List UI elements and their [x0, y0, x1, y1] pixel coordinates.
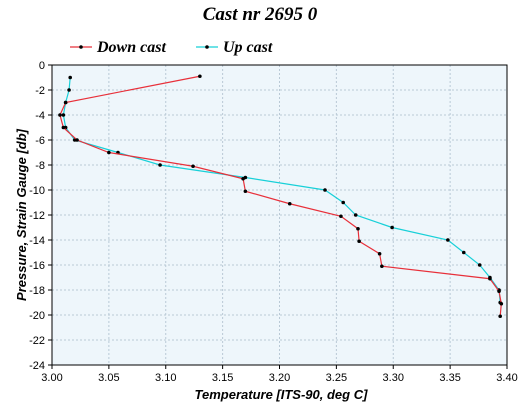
- series-layer: [58, 74, 504, 319]
- chart-title: Cast nr 2695 0: [203, 4, 318, 25]
- x-tick-label: 3.15: [212, 372, 233, 384]
- legend: Down cast Up cast: [70, 39, 273, 56]
- data-point: [498, 314, 502, 319]
- x-tick-label: 3.40: [496, 372, 517, 384]
- data-point: [477, 263, 482, 267]
- y-axis-label: Pressure, Strain Gauge [db]: [14, 128, 29, 301]
- data-point: [341, 200, 346, 205]
- data-point: [287, 201, 292, 206]
- legend-marker: [205, 45, 209, 49]
- data-point: [499, 301, 504, 306]
- legend-entry-down-cast: Down cast: [70, 39, 166, 56]
- y-tick-label: -2: [35, 85, 45, 97]
- data-point: [241, 176, 245, 181]
- data-point: [75, 138, 79, 142]
- y-tick-label: 0: [39, 60, 45, 72]
- x-axis-label: Temperature [ITS-90, deg C]: [195, 387, 369, 402]
- data-point: [357, 239, 361, 244]
- y-tick-label: -24: [29, 360, 45, 372]
- y-axis-ticks: 0 -2 -4 -6 -8 -10 -12 -14 -16 -18 -20 -22 -24: [29, 60, 52, 372]
- data-point: [323, 188, 327, 192]
- data-point: [158, 163, 162, 167]
- x-tick-label: 3.30: [383, 372, 404, 384]
- data-point: [61, 113, 66, 117]
- y-tick-label: -22: [29, 335, 45, 347]
- x-tick-label: 3.20: [269, 372, 290, 384]
- x-tick-label: 3.00: [41, 372, 62, 384]
- data-point: [380, 264, 384, 269]
- y-tick-label: -20: [29, 310, 45, 322]
- legend-marker: [79, 45, 83, 49]
- y-tick-label: -6: [35, 135, 45, 147]
- data-point: [461, 250, 466, 255]
- y-tick-label: -16: [29, 260, 45, 272]
- series-down-cast: [58, 74, 504, 319]
- data-point: [68, 75, 72, 80]
- data-point: [497, 289, 501, 294]
- data-point: [198, 74, 202, 79]
- data-point: [488, 276, 492, 281]
- data-point: [377, 251, 382, 256]
- y-tick-label: -18: [29, 285, 45, 297]
- data-point: [61, 125, 66, 130]
- y-tick-label: -4: [35, 110, 45, 122]
- data-point: [356, 226, 360, 231]
- y-tick-label: -8: [35, 160, 45, 172]
- legend-entry-up-cast: Up cast: [196, 39, 273, 56]
- y-tick-label: -14: [29, 235, 45, 247]
- data-point: [191, 164, 195, 169]
- x-tick-label: 3.10: [155, 372, 176, 384]
- y-tick-label: -12: [29, 210, 45, 222]
- data-point: [339, 214, 343, 219]
- data-point: [390, 225, 394, 230]
- data-point: [107, 150, 111, 155]
- x-tick-label: 3.05: [98, 372, 119, 384]
- data-point: [67, 88, 71, 92]
- data-point: [58, 113, 62, 117]
- data-point: [446, 238, 450, 242]
- data-point: [243, 189, 248, 194]
- legend-label: Down cast: [96, 39, 166, 56]
- legend-label: Up cast: [223, 39, 273, 56]
- x-tick-label: 3.35: [439, 372, 460, 384]
- x-axis-ticks: 3.00 3.05 3.10 3.15 3.20 3.25 3.30 3.35 3.40: [41, 365, 518, 384]
- data-point: [63, 100, 68, 105]
- data-point: [353, 213, 358, 217]
- y-tick-label: -10: [29, 185, 45, 197]
- x-tick-label: 3.25: [326, 372, 347, 384]
